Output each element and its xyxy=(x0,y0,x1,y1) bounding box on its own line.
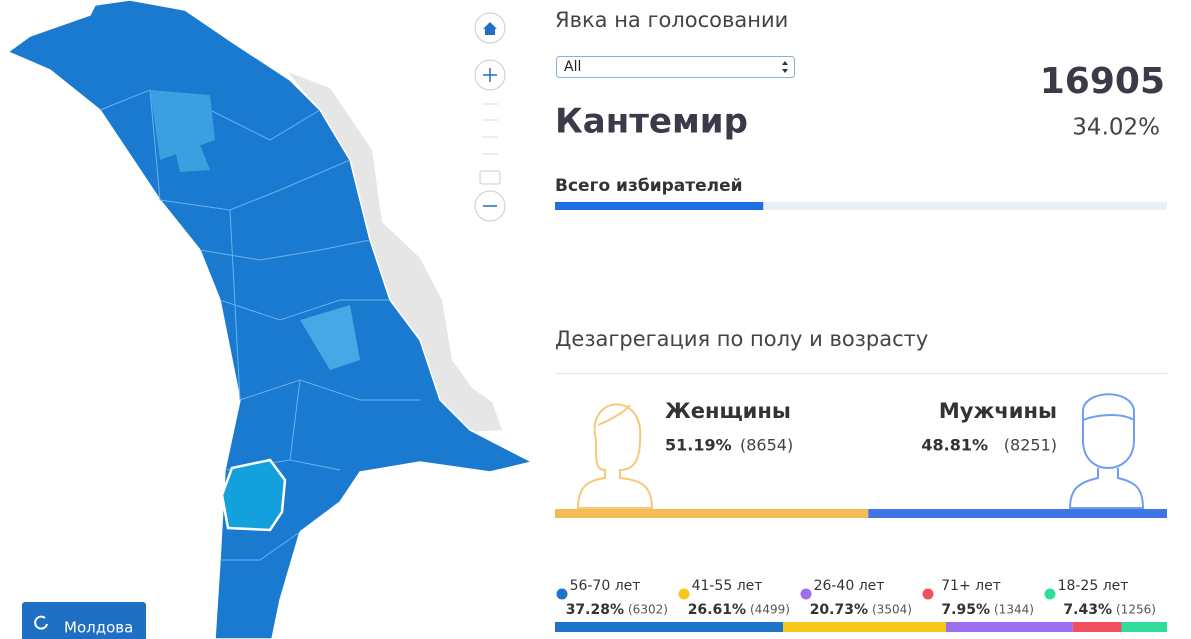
gender-name: Женщины xyxy=(665,399,791,423)
gender-bar xyxy=(868,509,1167,518)
moldova-shape xyxy=(6,0,535,639)
age-name: 71+ лет xyxy=(941,578,1001,594)
age-bar xyxy=(946,622,1073,632)
age-name: 26-40 лет xyxy=(814,578,885,594)
region-light xyxy=(300,305,360,370)
age-percent: 7.95% xyxy=(941,602,990,618)
legend-dot xyxy=(556,588,568,600)
age-percent: 20.73% xyxy=(810,602,868,618)
age-bar xyxy=(783,622,947,632)
turnout-percent: 34.02% xyxy=(1072,115,1160,141)
map-controls xyxy=(474,12,506,222)
age-name: 56-70 лет xyxy=(570,578,641,594)
region-light xyxy=(150,90,215,160)
age-percent: 37.28% xyxy=(566,602,624,618)
transnistria xyxy=(288,72,502,432)
progress-track xyxy=(555,202,1167,210)
breakdown-title: Дезагрегация по полу и возрасту xyxy=(555,327,928,351)
zoom-handle[interactable] xyxy=(479,170,501,185)
button-bg xyxy=(22,602,146,639)
age-count: (1344) xyxy=(994,603,1034,617)
gender-percent: 48.81% xyxy=(921,436,988,455)
age-bar xyxy=(1072,622,1122,632)
home-icon xyxy=(483,22,497,35)
gender-percent: 51.19% xyxy=(665,436,732,455)
legend-dot xyxy=(922,588,934,600)
legend-dot xyxy=(800,588,812,600)
reset-icon xyxy=(34,615,48,630)
select-box xyxy=(556,56,795,78)
progress-fill xyxy=(555,202,764,210)
gender-count: (8654) xyxy=(740,436,793,455)
legend-dot xyxy=(678,588,690,600)
country-button[interactable]: Молдова xyxy=(22,602,146,639)
age-percent: 7.43% xyxy=(1063,602,1112,618)
panel-title: Явка на голосовании xyxy=(555,8,788,32)
turnout-count: 16905 xyxy=(1040,61,1165,102)
gender-bar xyxy=(555,509,869,518)
select-value: All xyxy=(564,59,581,75)
woman-icon xyxy=(576,403,654,509)
legend-dot xyxy=(1044,588,1056,600)
plus-icon xyxy=(483,68,497,82)
zoom-ticks xyxy=(482,103,498,155)
age-count: (3504) xyxy=(872,603,912,617)
age-count: (1256) xyxy=(1116,603,1156,617)
age-bar xyxy=(1121,622,1167,632)
filter-select[interactable]: All xyxy=(556,56,795,78)
gender-name: Мужчины xyxy=(939,399,1057,423)
region-name: Кантемир xyxy=(555,102,748,142)
button-label: Молдова xyxy=(64,619,133,637)
age-name: 41-55 лет xyxy=(692,578,763,594)
total-voters-label: Всего избирателей xyxy=(555,176,743,196)
select-arrows xyxy=(782,61,788,73)
age-count: (6302) xyxy=(628,603,668,617)
selected-region[interactable] xyxy=(220,458,287,532)
age-bar xyxy=(555,622,784,632)
gender-count: (8251) xyxy=(1004,436,1057,455)
age-name: 18-25 лет xyxy=(1058,578,1129,594)
man-icon xyxy=(1068,393,1145,509)
age-percent: 26.61% xyxy=(688,602,746,618)
age-count: (4499) xyxy=(750,603,790,617)
map xyxy=(6,0,535,639)
region-light xyxy=(175,145,210,172)
